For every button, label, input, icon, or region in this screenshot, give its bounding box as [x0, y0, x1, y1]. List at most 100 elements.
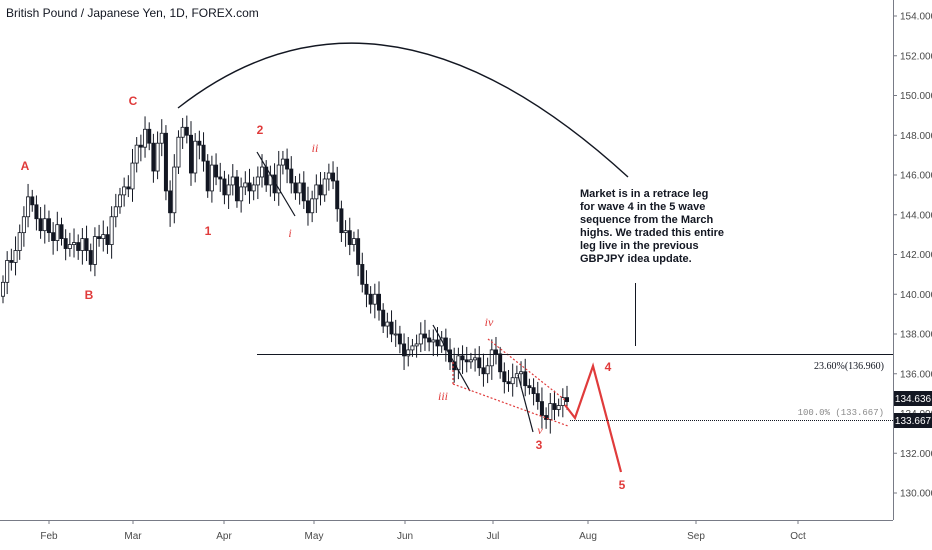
candle-down	[84, 238, 89, 251]
fib-236-label: 23.60%(136.960)	[814, 361, 884, 372]
candle-down	[126, 186, 131, 190]
wave-label-v: v	[537, 423, 543, 437]
note-line-4: highs. We traded this entire	[580, 227, 724, 239]
candle-down	[360, 264, 365, 285]
candle-down	[331, 172, 336, 182]
candle-up	[473, 357, 478, 361]
note-line-6: GBPJPY idea update.	[580, 253, 692, 265]
candle-up	[276, 164, 281, 194]
candle-up	[143, 128, 148, 148]
candle-up	[556, 405, 561, 410]
candle-up	[548, 403, 553, 420]
candle-up	[519, 371, 524, 375]
wave-label-A: A	[21, 159, 30, 173]
candle-up	[130, 162, 135, 190]
candle-down	[34, 204, 39, 220]
candle-down	[347, 230, 352, 245]
candle-up	[280, 158, 285, 166]
candle-up	[113, 206, 118, 218]
candle-down	[318, 184, 323, 196]
y-tick-label: 136.000	[900, 369, 932, 380]
candle-up	[322, 178, 327, 196]
candle-down	[305, 200, 310, 214]
candle-up	[560, 397, 565, 406]
x-tick-label: Sep	[687, 531, 705, 542]
candle-down	[493, 349, 498, 355]
candle-up	[13, 250, 18, 263]
candle-up	[0, 281, 6, 297]
candle-down	[201, 144, 206, 162]
candle-up	[226, 184, 231, 196]
candle-up	[180, 126, 185, 138]
candle-up	[209, 164, 214, 192]
y-tick-label: 146.000	[900, 171, 932, 182]
candle-up	[372, 293, 377, 305]
annotation-note: Market is in a retrace leg for wave 4 in…	[580, 188, 724, 265]
candle-up	[485, 365, 490, 375]
y-tick-label: 148.000	[900, 131, 932, 142]
candle-down	[381, 309, 386, 327]
candle-up	[260, 166, 265, 178]
candle-down	[234, 176, 239, 202]
candle-up	[193, 140, 198, 174]
wave-label-C: C	[129, 94, 138, 108]
candle-down	[218, 176, 223, 180]
candle-up	[418, 333, 423, 345]
candle-down	[30, 196, 35, 206]
candle-down	[335, 180, 340, 210]
candle-down	[293, 182, 298, 194]
candle-down	[59, 224, 64, 239]
y-tick-label: 142.000	[900, 250, 932, 261]
y-tick-label: 132.000	[900, 449, 932, 460]
candle-down	[289, 168, 294, 184]
wave-line-ii	[256, 151, 296, 217]
candle-down	[147, 128, 152, 144]
candle-down	[301, 182, 306, 202]
candle-up	[343, 230, 348, 234]
candle-up	[393, 333, 398, 336]
candle-down	[151, 142, 156, 172]
level-price-tag-bg	[894, 413, 932, 428]
candle-down	[460, 355, 465, 361]
wave-label-iii: iii	[438, 389, 448, 403]
candle-down	[339, 208, 344, 234]
y-tick-label: 154.000	[900, 12, 932, 23]
wave-label-ii: ii	[312, 141, 319, 155]
candle-down	[168, 190, 173, 214]
wave-line-v	[517, 374, 534, 433]
candle-down	[163, 132, 168, 192]
candle-down	[397, 333, 402, 345]
wave-label-B: B	[85, 288, 94, 302]
candle-up	[21, 216, 26, 234]
current-price-tag: 134.636	[894, 391, 932, 406]
candle-up	[17, 232, 22, 251]
candle-down	[502, 371, 507, 383]
candle-up	[5, 260, 10, 283]
note-line-2: for wave 4 in the 5 wave	[580, 201, 705, 213]
candles	[0, 115, 570, 434]
candle-down	[88, 250, 93, 265]
candle-down	[247, 182, 252, 192]
candle-down	[364, 283, 369, 295]
candle-up	[489, 349, 494, 367]
candle-up	[251, 184, 256, 192]
wave-label-i: i	[288, 226, 291, 240]
candle-down	[76, 242, 81, 251]
candle-up	[326, 172, 331, 180]
x-tick-label: Oct	[790, 531, 806, 542]
wave-label-iv: iv	[485, 315, 494, 329]
candle-down	[481, 367, 486, 375]
channel-lower-line	[452, 383, 569, 427]
candle-up	[230, 176, 235, 186]
candle-down	[498, 353, 503, 373]
candle-down	[97, 236, 102, 240]
candle-down	[214, 164, 219, 178]
candle-up	[414, 343, 419, 347]
candle-down	[138, 144, 143, 148]
y-tick-label: 138.000	[900, 330, 932, 341]
candle-up	[172, 166, 177, 214]
note-line-5: leg live in the previous	[580, 240, 699, 252]
note-line-1: Market is in a retrace leg	[580, 188, 708, 200]
